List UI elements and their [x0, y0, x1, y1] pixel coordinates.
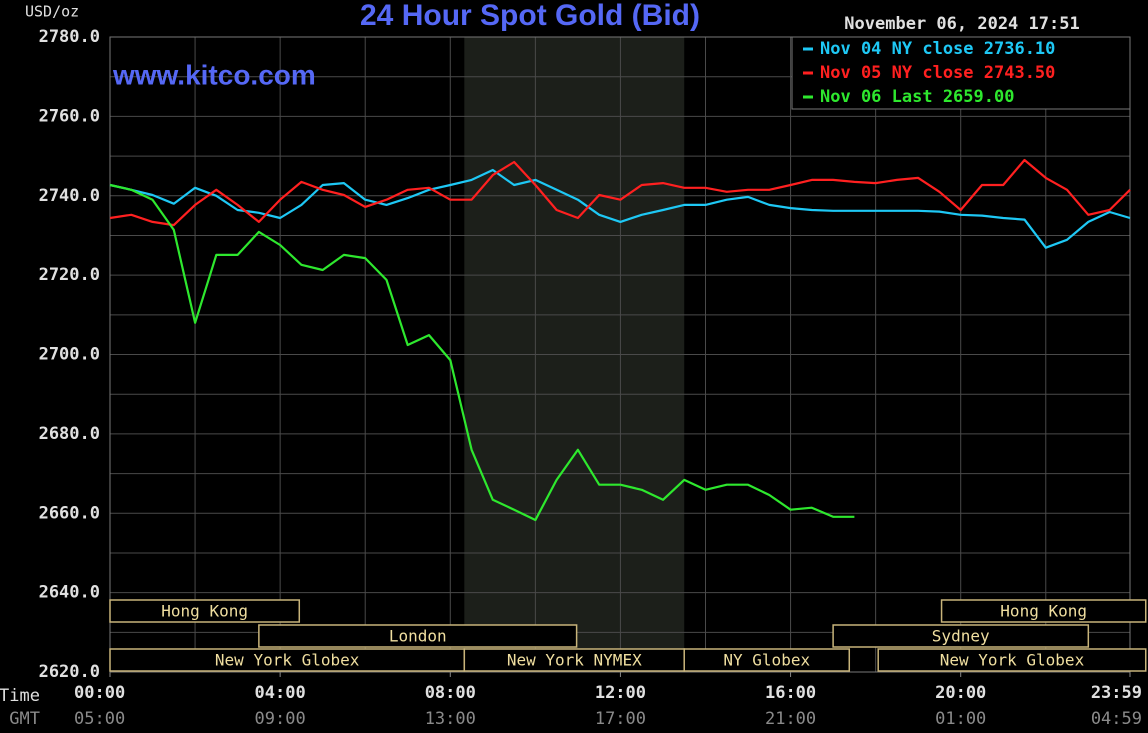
session-bar [683, 648, 851, 672]
session: Hong Kong [109, 599, 301, 623]
legend-label: Nov 05 NY close 2743.50 [820, 63, 1055, 83]
legend-label: Nov 06 Last 2659.00 [820, 87, 1014, 107]
x-tick-label: 12:00 [595, 683, 646, 703]
y-tick-label: 2700.0 [39, 345, 100, 365]
session: Sydney [832, 624, 1090, 648]
session-label: Hong Kong [1000, 602, 1087, 621]
y-tick-label: 2640.0 [39, 583, 100, 603]
x-tick-label: 00:00 [74, 683, 125, 703]
session-label: NY Globex [723, 651, 810, 670]
y-tick-label: 2660.0 [39, 503, 100, 523]
session-label: New York NYMEX [507, 651, 642, 670]
y-tick-label: 2680.0 [39, 424, 100, 444]
timestamp: November 06, 2024 17:51 [844, 14, 1079, 34]
session: New York Globex [109, 648, 466, 672]
x-axis-label: NY Time [0, 686, 40, 706]
y-tick-label: 2780.0 [39, 27, 100, 47]
session: Hong Kong [940, 599, 1147, 623]
y-tick-label: 2720.0 [39, 265, 100, 285]
session: London [258, 624, 578, 648]
session-bar [832, 624, 1090, 648]
gmt-tick-label: 05:00 [74, 709, 125, 729]
session-label: New York Globex [940, 651, 1085, 670]
gmt-tick-label: 04:59 [1091, 709, 1142, 729]
watermark: www.kitco.com [112, 59, 316, 90]
legend-box [791, 36, 1131, 110]
session: New York Globex [877, 648, 1147, 672]
series-line [109, 168, 1131, 249]
x-tick-label: 20:00 [935, 683, 986, 703]
session-label: Hong Kong [161, 602, 248, 621]
legend-label: Nov 04 NY close 2736.10 [820, 39, 1055, 59]
y-tick-label: 2740.0 [39, 186, 100, 206]
series-line [109, 158, 1131, 227]
x-tick-label: 16:00 [765, 683, 816, 703]
session: NY Globex [683, 648, 851, 672]
x-axis-label: GMT [9, 709, 40, 729]
gmt-tick-label: 13:00 [425, 709, 476, 729]
y-axis-label: USD/oz [25, 3, 79, 21]
gmt-tick-label: 01:00 [935, 709, 986, 729]
session-bar [258, 624, 578, 648]
plot-border [109, 36, 1131, 673]
y-tick-label: 2760.0 [39, 106, 100, 126]
gmt-tick-label: 17:00 [595, 709, 646, 729]
x-tick-label: 08:00 [425, 683, 476, 703]
session-label: Sydney [932, 627, 990, 646]
x-tick-label: 23:59 [1091, 683, 1142, 703]
session: New York NYMEX [463, 648, 685, 672]
x-tick-label: 04:00 [255, 683, 306, 703]
y-tick-label: 2620.0 [39, 662, 100, 682]
session-label: New York Globex [215, 651, 360, 670]
session-bar [877, 648, 1147, 672]
gmt-tick-label: 21:00 [765, 709, 816, 729]
series-line [109, 183, 855, 522]
session-label: London [389, 627, 447, 646]
gmt-tick-label: 09:00 [255, 709, 306, 729]
chart-title: 24 Hour Spot Gold (Bid) [360, 0, 700, 32]
session-bar [940, 599, 1147, 623]
session-bar [109, 599, 301, 623]
